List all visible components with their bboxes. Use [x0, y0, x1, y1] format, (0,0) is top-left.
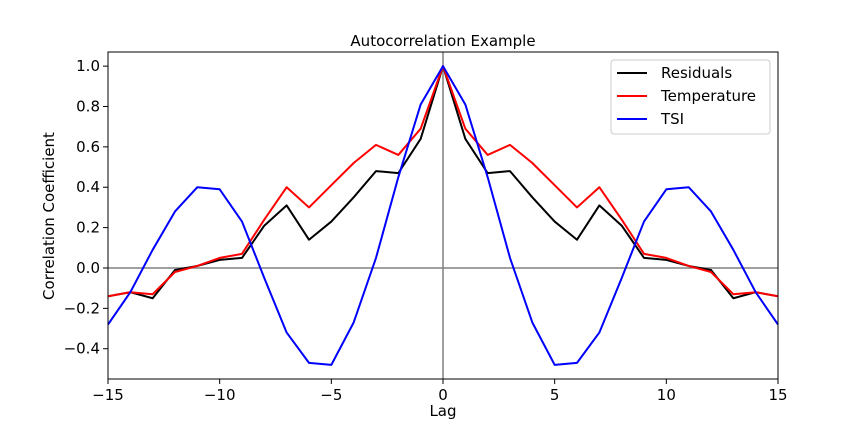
y-tick-label: 0.0: [76, 259, 100, 277]
legend-label-temperature: Temperature: [660, 87, 756, 105]
y-tick-label: −0.2: [64, 299, 100, 317]
x-tick-label: 5: [550, 386, 560, 404]
x-tick-label: −15: [92, 386, 124, 404]
y-tick-label: 1.0: [76, 57, 100, 75]
legend: Residuals Temperature TSI: [610, 59, 771, 135]
y-tick-label: 0.2: [76, 219, 100, 237]
axes: −15 −10 −5 0 5 10 15 −0.4 −0.2 0.0 0.2 0.4 0.6 0.8 1.0: [64, 51, 788, 404]
x-axis-label: Lag: [429, 402, 456, 420]
x-tick-label: 15: [768, 386, 787, 404]
x-tick-label: −10: [204, 386, 236, 404]
series-group: [108, 65, 778, 366]
y-tick-label: −0.4: [64, 340, 100, 358]
legend-box: [610, 59, 771, 135]
x-tick-label: 10: [657, 386, 676, 404]
y-tick-label: 0.6: [76, 138, 100, 156]
legend-label-tsi: TSI: [660, 110, 684, 128]
chart-title: Autocorrelation Example: [350, 32, 535, 50]
y-tick-label: 0.4: [76, 178, 100, 196]
x-tick-label: −5: [320, 386, 342, 404]
legend-label-residuals: Residuals: [661, 64, 732, 82]
y-axis-label: Correlation Coefficient: [40, 132, 58, 300]
y-tick-label: 0.8: [76, 98, 100, 116]
x-tick-label: 0: [438, 386, 448, 404]
series-line-tsi: [108, 65, 778, 366]
plot-area: [108, 52, 778, 379]
